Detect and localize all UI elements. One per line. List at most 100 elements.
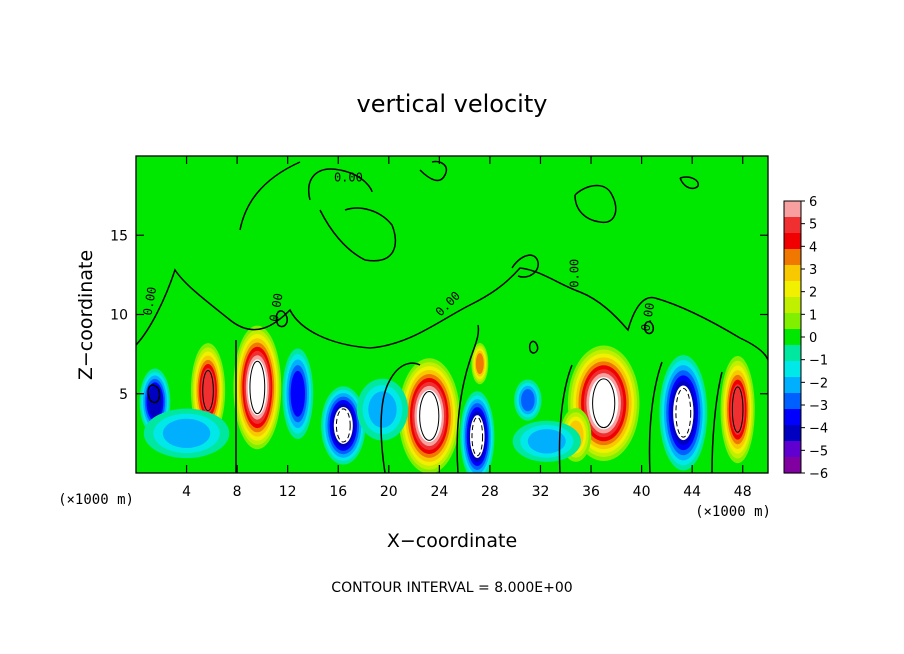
velocity-cell-band xyxy=(673,385,694,441)
zero-contour-line xyxy=(275,310,289,328)
zero-contour-line xyxy=(147,384,161,404)
contour-label: 0.00 xyxy=(267,292,286,323)
colorbar-tick-label: −2 xyxy=(809,376,828,391)
contour-label: 0.00 xyxy=(638,302,657,333)
velocity-cell-band xyxy=(589,377,619,430)
colorbar-tick-label: −6 xyxy=(809,467,828,482)
velocity-cell-band xyxy=(247,359,268,416)
velocity-cell-band xyxy=(469,415,485,458)
x-tick-label: 28 xyxy=(481,484,499,500)
zero-contour-line xyxy=(239,161,301,231)
zero-contour-line xyxy=(643,320,655,335)
contour-label: 0.00 xyxy=(567,259,581,288)
y-axis-ticks: 5 10 15 xyxy=(110,228,768,403)
velocity-cell-band xyxy=(333,406,353,444)
inner-contour-line xyxy=(675,387,692,438)
colorbar-tick-label: 4 xyxy=(809,240,817,255)
inner-contour-line xyxy=(471,416,484,457)
x-tick-label: 44 xyxy=(683,484,701,500)
x-tick-label: 40 xyxy=(633,484,651,500)
x-tick-label: 48 xyxy=(734,484,752,500)
zero-contour-line xyxy=(319,207,397,262)
colorbar-swatch xyxy=(784,441,801,458)
colorbar-tick-label: 6 xyxy=(809,195,817,210)
colorbar-tick-label: −5 xyxy=(809,444,828,459)
plot-area: 0.000.00 0.00 0.000.000.00 xyxy=(136,156,768,473)
colorbar-tick-label: −3 xyxy=(809,399,828,414)
inner-contour-line xyxy=(249,360,266,415)
inner-contour-line xyxy=(419,391,440,441)
colorbar-swatch xyxy=(784,297,801,314)
contour-interval-note: CONTOUR INTERVAL = 8.000E+00 xyxy=(331,580,572,596)
colorbar-swatch xyxy=(784,457,801,474)
velocity-cell-band xyxy=(148,385,162,418)
zero-contour-line xyxy=(511,254,539,278)
y-tick-label: 15 xyxy=(110,228,128,244)
colorbar-tick-label: −1 xyxy=(809,354,828,369)
x-tick-label: 12 xyxy=(279,484,297,500)
colorbar-swatch xyxy=(784,217,801,234)
inner-contour-line xyxy=(592,378,616,429)
zero-contour-line xyxy=(528,340,539,354)
colorbar-swatch xyxy=(784,265,801,282)
velocity-cell-band xyxy=(368,391,397,428)
x-axis-label: X−coordinate xyxy=(387,530,517,552)
x-tick-label: 8 xyxy=(233,484,242,500)
colorbar-tick-label: −4 xyxy=(809,422,828,437)
zero-contour-line xyxy=(711,371,723,473)
zero-contour-line xyxy=(380,362,421,473)
velocity-cell-band xyxy=(730,384,745,435)
zero-contour-line xyxy=(136,267,768,361)
colorbar-swatch xyxy=(784,345,801,362)
x-tick-label: 4 xyxy=(182,484,191,500)
contour-label: 0.00 xyxy=(334,170,363,184)
velocity-cell-band xyxy=(527,429,566,454)
x-tick-label: 16 xyxy=(329,484,347,500)
zero-contour-line xyxy=(574,184,617,224)
x-tick-label: 24 xyxy=(430,484,448,500)
colorbar-tick-label: 5 xyxy=(809,218,817,233)
zero-contour-line xyxy=(679,176,699,190)
zero-contour-line xyxy=(648,361,663,473)
velocity-cell-band xyxy=(475,353,484,375)
colorbar-swatch xyxy=(784,377,801,394)
x-tick-label: 20 xyxy=(380,484,398,500)
colorbar-swatch xyxy=(784,249,801,266)
colorbar-swatch xyxy=(784,233,801,250)
zero-contour-line xyxy=(456,324,480,473)
colorbar-swatch xyxy=(784,393,801,410)
zero-contour-line xyxy=(558,364,573,473)
velocity-cell-band xyxy=(290,370,305,417)
colorbar-tick-label: 2 xyxy=(809,286,817,301)
velocity-cell-band xyxy=(521,388,535,412)
velocity-cell-band xyxy=(162,418,211,448)
x-tick-label: 32 xyxy=(532,484,550,500)
colorbar-swatch xyxy=(784,329,801,346)
colorbar-swatch xyxy=(784,281,801,298)
velocity-cells xyxy=(139,325,755,473)
contour-labels: 0.000.00 0.00 0.000.000.00 xyxy=(140,170,657,332)
x-axis-ticks: 4 8 12 16 20 24 28 32 36 40 44 48 xyxy=(182,156,752,500)
chart-title: vertical velocity xyxy=(357,90,548,118)
x-tick-label: 36 xyxy=(582,484,600,500)
colorbar-swatch xyxy=(784,409,801,426)
contour-label: 0.00 xyxy=(140,286,159,317)
colorbar-swatch xyxy=(784,201,801,218)
y-tick-label: 5 xyxy=(119,387,128,403)
colorbar-tick-label: 3 xyxy=(809,263,817,278)
colorbar-swatch xyxy=(784,425,801,442)
velocity-cell-band xyxy=(200,368,216,413)
inner-contour-line xyxy=(335,408,351,443)
y-axis-label: Z−coordinate xyxy=(75,250,97,380)
colorbar-tick-label: 1 xyxy=(809,308,817,323)
velocity-cell-band xyxy=(416,389,442,443)
colorbar: 6 5 4 3 2 1 0 −1 −2 −3 −4 −5 −6 xyxy=(783,195,828,482)
x-unit-label-left: (×1000 m) xyxy=(58,492,134,508)
x-unit-label-right: (×1000 m) xyxy=(695,504,771,520)
y-tick-label: 10 xyxy=(110,308,128,324)
colorbar-tick-label: 0 xyxy=(809,331,817,346)
colorbar-swatch xyxy=(784,313,801,330)
inner-contour-line xyxy=(731,386,744,433)
colorbar-swatch xyxy=(784,361,801,378)
